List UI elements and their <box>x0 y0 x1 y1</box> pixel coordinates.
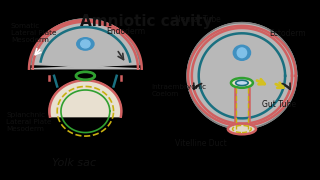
Text: Endoderm: Endoderm <box>107 27 146 36</box>
Text: Somatic
Lateral Plate
Mesoderm: Somatic Lateral Plate Mesoderm <box>11 23 56 43</box>
Text: Intraembryonic
Coelom: Intraembryonic Coelom <box>152 84 207 96</box>
Text: Gut Tube: Gut Tube <box>262 100 297 109</box>
Ellipse shape <box>233 45 251 60</box>
Text: Splanchnic
Lateral Plate
Mesoderm: Splanchnic Lateral Plate Mesoderm <box>6 112 52 132</box>
Ellipse shape <box>236 80 248 86</box>
Text: Ectoderm: Ectoderm <box>269 29 306 38</box>
Text: Neural Tube: Neural Tube <box>175 15 221 24</box>
Text: Yolk sac: Yolk sac <box>52 158 96 168</box>
Ellipse shape <box>231 78 253 88</box>
Polygon shape <box>49 80 121 117</box>
Ellipse shape <box>77 38 94 50</box>
Text: Amniotic cavity: Amniotic cavity <box>80 14 213 29</box>
Ellipse shape <box>228 124 256 134</box>
Ellipse shape <box>81 40 90 48</box>
Ellipse shape <box>237 48 247 58</box>
Polygon shape <box>187 23 297 129</box>
Text: Vitelline Duct: Vitelline Duct <box>175 139 227 148</box>
Polygon shape <box>31 19 140 69</box>
